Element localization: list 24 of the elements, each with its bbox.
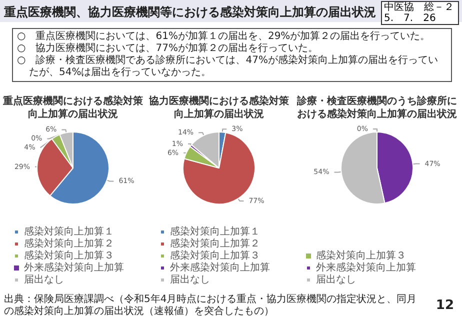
text: 5. 7. 26: [384, 13, 437, 24]
text: 12: [436, 298, 454, 313]
chart-title: 協力医療機関における感染対策向上加算の届出状況: [148, 95, 290, 120]
text: 重点医療機関、協力医療機関等における感染対策向上加算の届出状況: [4, 4, 376, 21]
chart-title: 診療・検査医療機関のうち診療所における感染対策向上加算の届出状況: [296, 95, 457, 120]
source-note: 出典：保険局医療課調べ（令和5年4月時点における重点・協力医療機関の指定状況と、同月の感染対策向上加算の届出状況（速報値）を突合したもの）: [4, 294, 418, 318]
legend-label: 外来感染対策向上加算: [170, 262, 270, 274]
legend-label: 感染対策向上加算１: [170, 226, 260, 238]
legend-label: 感染対策向上加算３: [316, 250, 406, 262]
legend-label: 感染対策向上加算１: [24, 226, 114, 238]
legend-label: 感染対策向上加算２: [24, 238, 114, 250]
legend-label: 届出なし: [24, 274, 64, 286]
text: ○ 診療・検査医療機関である診療所においては、47%が感染対策向上加算の届出を行っていたが、54%は届出を行っていなかった。: [17, 55, 439, 79]
legend-label: 感染対策向上加算３: [24, 250, 114, 262]
legend-label: 感染対策向上加算２: [170, 238, 260, 250]
legend-label: 感染対策向上加算３: [170, 250, 260, 262]
legend-label: 外来感染対策向上加算: [316, 262, 416, 274]
text: ○ 協力医療機関においては、77%が加算２の届出を行っていた。: [17, 43, 319, 54]
legend-label: 外来感染対策向上加算: [24, 262, 124, 274]
legend-label: 届出なし: [316, 274, 356, 286]
text: 中医協 総－２: [384, 2, 455, 13]
legend-label: 届出なし: [170, 274, 210, 286]
chart-title: 重点医療機関における感染対策向上加算の届出状況: [2, 95, 144, 120]
text: ○ 重点医療機関においては、61%が加算１の届出を、29%が加算２の届出を行っていた。: [17, 31, 432, 42]
